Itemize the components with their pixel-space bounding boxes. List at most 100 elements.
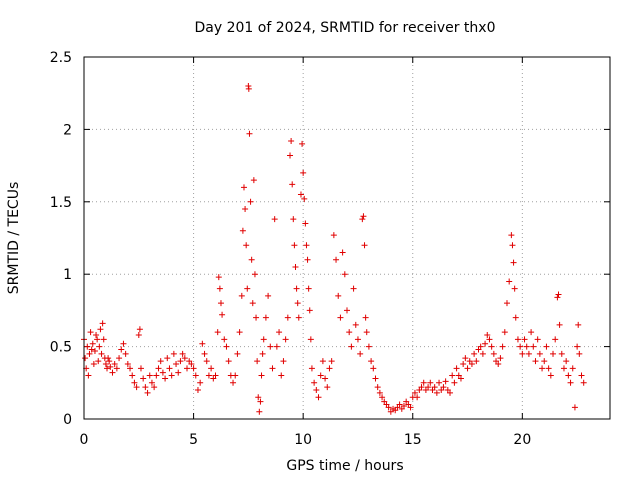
data-point — [503, 300, 510, 307]
data-point — [427, 379, 434, 386]
x-tick-label: 15 — [404, 432, 422, 448]
data-point — [563, 358, 570, 365]
data-point — [305, 285, 312, 292]
x-axis-label: GPS time / hours — [286, 458, 403, 474]
data-point — [558, 350, 565, 357]
data-point — [552, 336, 559, 343]
data-point — [192, 372, 199, 379]
x-tick-label: 10 — [294, 432, 312, 448]
data-point — [258, 372, 265, 379]
data-point — [333, 256, 340, 263]
data-point — [294, 300, 301, 307]
data-point — [440, 384, 447, 391]
data-point — [122, 350, 129, 357]
data-point — [109, 369, 116, 376]
data-point — [580, 379, 587, 386]
data-point — [447, 389, 454, 396]
data-point — [177, 358, 184, 365]
data-point — [151, 384, 158, 391]
data-point — [137, 365, 144, 372]
data-point — [259, 350, 266, 357]
data-point — [221, 336, 228, 343]
data-point — [301, 195, 308, 202]
data-point — [420, 379, 427, 386]
data-point — [175, 369, 182, 376]
data-point — [530, 343, 537, 350]
data-point — [442, 378, 449, 385]
plot-frame — [83, 56, 611, 420]
data-point — [245, 85, 252, 92]
data-point — [509, 242, 516, 249]
data-point — [567, 379, 574, 386]
data-point — [236, 329, 243, 336]
data-point — [359, 216, 366, 223]
data-point — [330, 232, 337, 239]
data-point — [575, 321, 582, 328]
data-point — [278, 372, 285, 379]
data-point — [91, 347, 98, 354]
data-point — [118, 346, 125, 353]
data-point — [326, 365, 333, 372]
data-point — [545, 365, 552, 372]
y-tick-label: 1 — [63, 267, 72, 283]
data-point — [90, 360, 97, 367]
data-point — [188, 360, 195, 367]
data-point — [181, 355, 188, 362]
data-point — [462, 355, 469, 362]
data-point — [547, 372, 554, 379]
data-point — [308, 365, 315, 372]
data-point — [95, 358, 102, 365]
data-point — [140, 375, 147, 382]
y-tick-label: 0.5 — [50, 340, 72, 356]
data-point — [102, 360, 109, 367]
data-point — [262, 314, 269, 321]
data-point — [234, 350, 241, 357]
data-point — [179, 350, 186, 357]
data-point — [239, 227, 246, 234]
data-point — [276, 329, 283, 336]
data-point — [97, 326, 104, 333]
data-point — [514, 336, 521, 343]
data-point — [350, 285, 357, 292]
data-point — [124, 360, 131, 367]
data-point — [578, 372, 585, 379]
data-point — [157, 358, 164, 365]
data-point — [550, 350, 557, 357]
data-point — [246, 130, 253, 137]
data-point — [449, 372, 456, 379]
data-point — [370, 365, 377, 372]
data-point — [339, 249, 346, 256]
data-point — [133, 384, 140, 391]
data-point — [525, 350, 532, 357]
data-point — [576, 350, 583, 357]
data-point — [271, 216, 278, 223]
data-point — [260, 336, 267, 343]
data-point — [368, 358, 375, 365]
data-point — [571, 404, 578, 411]
data-point — [451, 379, 458, 386]
data-point — [105, 355, 112, 362]
data-point — [292, 263, 299, 270]
data-point — [250, 177, 257, 184]
data-point — [251, 271, 258, 278]
x-tick-label: 5 — [189, 432, 198, 448]
data-point — [468, 360, 475, 367]
data-point — [127, 365, 134, 372]
data-point — [354, 336, 361, 343]
data-point — [510, 259, 517, 266]
data-point — [431, 384, 438, 391]
data-point — [247, 198, 254, 205]
data-point — [362, 314, 369, 321]
data-point — [205, 372, 212, 379]
data-point — [365, 343, 372, 350]
data-point — [223, 343, 230, 350]
data-point — [129, 372, 136, 379]
data-point — [464, 365, 471, 372]
data-point — [297, 191, 304, 198]
data-point — [280, 358, 287, 365]
data-point — [225, 358, 232, 365]
data-point — [521, 336, 528, 343]
y-tick-label: 0 — [63, 412, 72, 428]
data-point — [194, 387, 201, 394]
